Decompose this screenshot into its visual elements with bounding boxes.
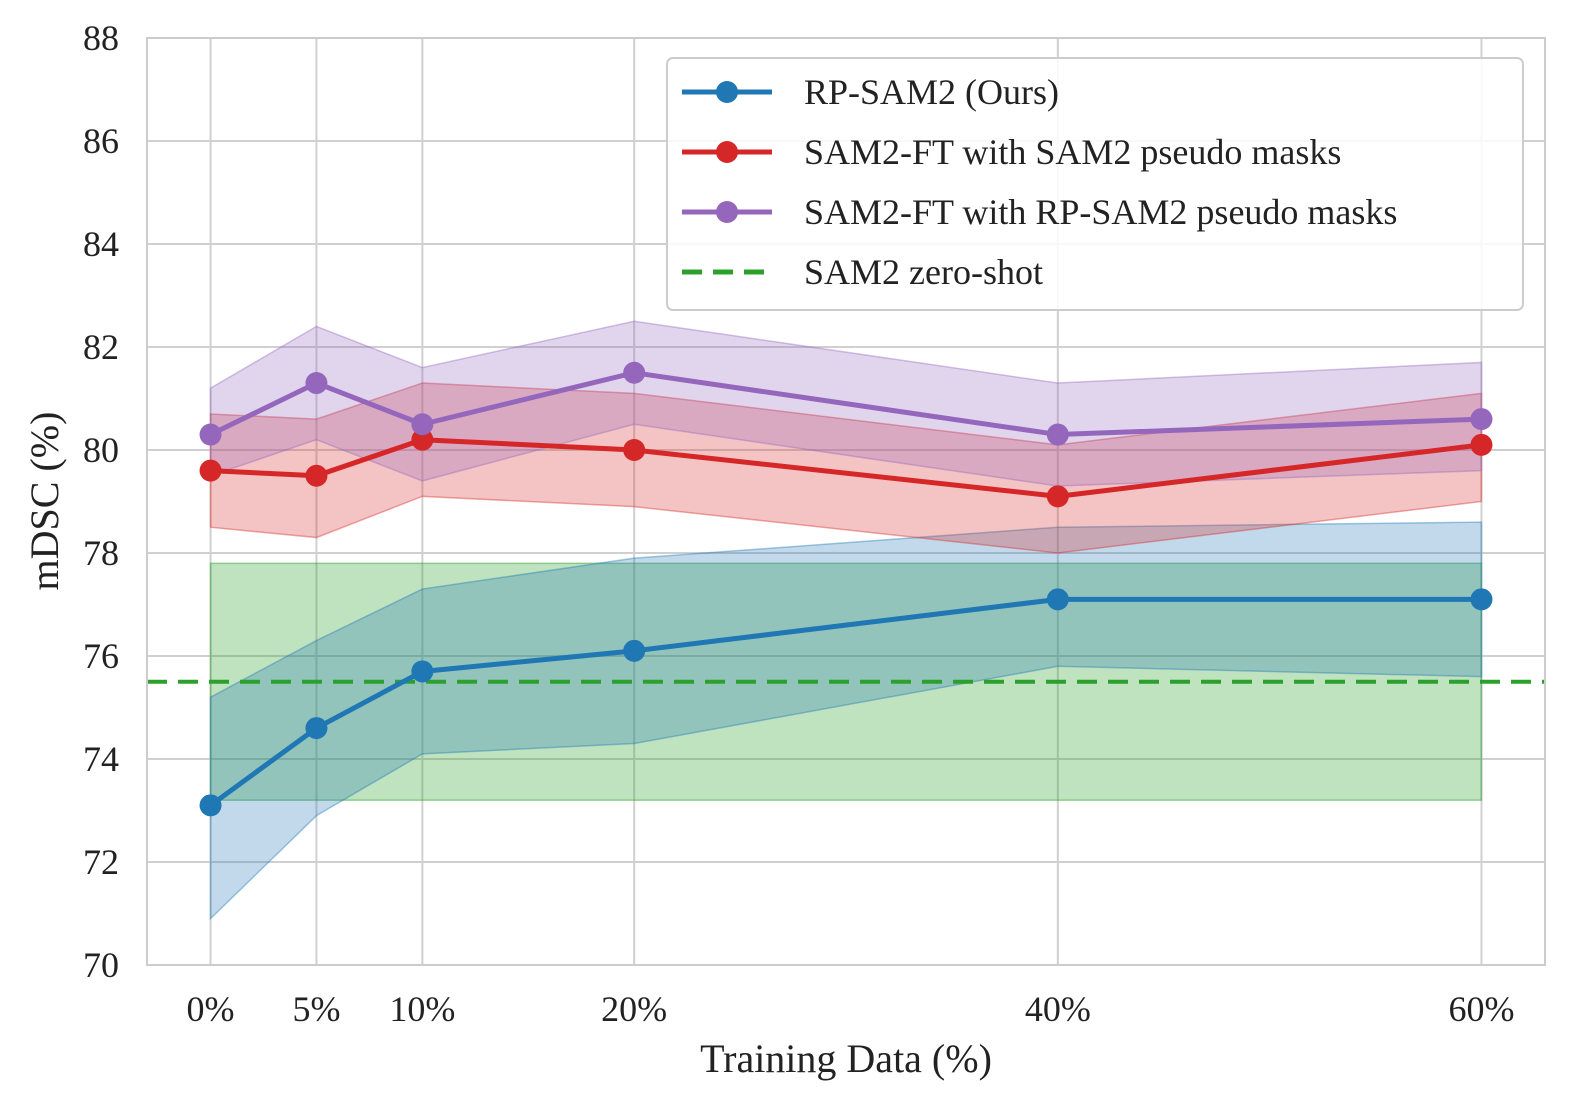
x-tick-label: 40% [1025, 989, 1091, 1029]
y-axis-label: mDSC (%) [22, 412, 67, 591]
x-axis-ticks: 0% 5% 10% 20% 40% 60% [187, 989, 1515, 1029]
legend-swatch-marker [716, 141, 738, 163]
y-tick-label: 84 [83, 224, 119, 264]
legend: RP-SAM2 (Ours) SAM2-FT with SAM2 pseudo m… [666, 57, 1524, 311]
legend-label: SAM2-FT with SAM2 pseudo masks [804, 132, 1341, 172]
series-lines [147, 370, 1545, 808]
x-tick-label: 20% [601, 989, 667, 1029]
series-point-1 [1046, 485, 1069, 508]
series-line-2 [208, 370, 1484, 438]
y-tick-label: 80 [83, 430, 119, 470]
series-point-0 [623, 639, 646, 662]
legend-label: SAM2 zero-shot [804, 252, 1043, 292]
x-tick-label: 60% [1448, 989, 1514, 1029]
x-tick-label: 10% [389, 989, 455, 1029]
series-point-2 [305, 372, 328, 395]
y-tick-label: 88 [83, 18, 119, 58]
x-tick-label: 0% [187, 989, 235, 1029]
legend-swatch-marker [716, 81, 738, 103]
y-tick-label: 72 [83, 842, 119, 882]
legend-label: SAM2-FT with RP-SAM2 pseudo masks [804, 192, 1397, 232]
series-point-0 [1046, 588, 1069, 611]
series-point-2 [1470, 408, 1493, 431]
series-point-2 [411, 413, 434, 436]
y-tick-label: 70 [83, 945, 119, 985]
y-tick-label: 82 [83, 327, 119, 367]
series-point-2 [1046, 423, 1069, 446]
series-point-1 [623, 439, 646, 461]
y-tick-label: 86 [83, 121, 119, 161]
series-point-0 [411, 660, 434, 683]
y-tick-label: 74 [83, 739, 119, 779]
plot-frame [146, 37, 1546, 966]
series-point-1 [1470, 433, 1493, 456]
x-tick-label: 5% [292, 989, 340, 1029]
legend-swatch-marker [716, 201, 738, 223]
series-band-1 [209, 382, 1483, 554]
series-markers [199, 361, 1493, 817]
series-point-2 [199, 423, 222, 446]
series-point-1 [305, 464, 328, 487]
series-point-0 [305, 717, 328, 740]
x-axis-label: Training Data (%) [700, 1036, 992, 1081]
series-point-0 [1470, 588, 1493, 611]
series-line-1 [208, 437, 1484, 499]
series-band-0 [209, 521, 1483, 921]
legend-box [666, 57, 1524, 311]
series-point-0 [199, 794, 222, 817]
series-line-0 [208, 596, 1484, 808]
series-point-1 [411, 428, 434, 451]
y-tick-label: 78 [83, 533, 119, 573]
series-point-1 [199, 459, 222, 482]
y-axis-ticks: 70 72 74 76 78 80 82 84 86 88 [83, 18, 119, 985]
y-tick-label: 76 [83, 636, 119, 676]
series-point-2 [623, 361, 646, 384]
legend-label: RP-SAM2 (Ours) [804, 72, 1059, 112]
